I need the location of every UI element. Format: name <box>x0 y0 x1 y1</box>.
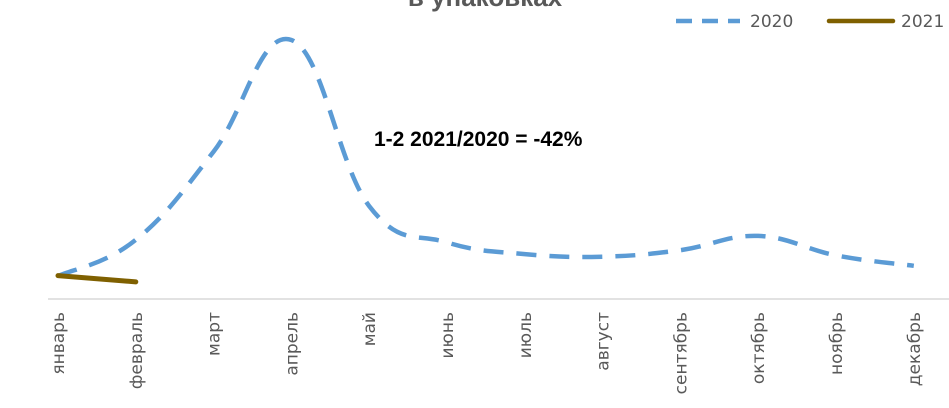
x-tick-label: февраль <box>127 312 147 389</box>
data-point-2020-3 <box>289 38 293 42</box>
data-point-2020-4 <box>367 204 371 208</box>
series-line-2021 <box>55 273 139 285</box>
chart-title: в упаковках <box>408 0 563 12</box>
x-tick-label: август <box>594 312 614 371</box>
data-point-2020-7 <box>601 255 605 259</box>
legend-label-2020: 2020 <box>750 12 793 32</box>
data-point-2020-6 <box>523 252 527 256</box>
data-point-2020-8 <box>678 248 682 252</box>
annotation-ratio: 1-2 2021/2020 = -42% <box>374 128 583 151</box>
x-tick-label: ноябрь <box>827 312 847 375</box>
data-point-2020-2 <box>212 150 216 154</box>
x-tick-labels: январь февраль март апрель май июнь июль август… <box>49 312 925 394</box>
x-tick-label: май <box>360 312 380 346</box>
x-tick-label: декабрь <box>905 312 925 386</box>
legend: 2020 2021 <box>676 12 944 32</box>
x-tick-label: апрель <box>282 312 302 376</box>
x-tick-label: январь <box>49 312 69 375</box>
data-point-2021-1 <box>134 280 138 284</box>
x-tick-label: октябрь <box>749 312 769 384</box>
data-point-2020-11 <box>912 264 916 268</box>
series-line-2020 <box>57 36 915 279</box>
x-tick-label: июль <box>516 312 536 358</box>
data-point-2020-5 <box>445 240 449 244</box>
series-layer <box>55 36 916 285</box>
x-tick-label: июнь <box>438 312 458 359</box>
data-point-2020-9 <box>756 234 760 238</box>
data-point-2021-0 <box>56 274 60 278</box>
data-point-2020-1 <box>134 238 138 242</box>
x-tick-label: март <box>205 312 225 356</box>
x-tick-label: сентябрь <box>671 312 691 394</box>
legend-label-2021: 2021 <box>901 12 944 32</box>
data-point-2020-10 <box>834 253 838 257</box>
